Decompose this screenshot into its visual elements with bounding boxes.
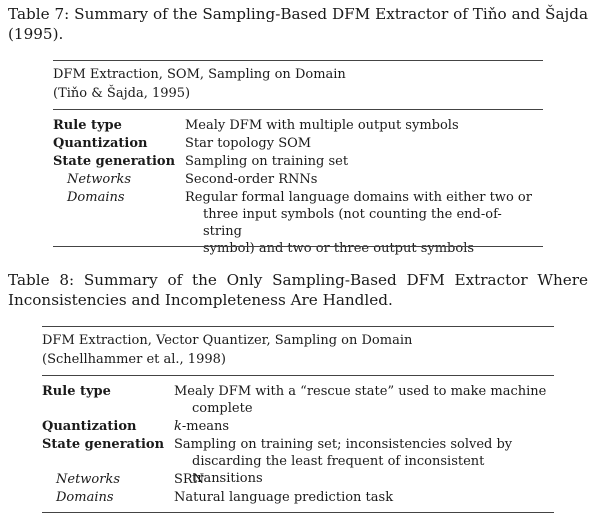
row-value: Star topology SOM (185, 136, 312, 151)
table8-header-citation: (Schellhammer et al., 1998) (42, 352, 226, 367)
table7-header-title: DFM Extraction, SOM, Sampling on Domain (53, 67, 346, 82)
row-value-rest: -means (181, 419, 230, 434)
row-value: Regular formal language domains with eit… (185, 189, 540, 257)
table8-mid-rule (42, 375, 554, 376)
row-value: Mealy DFM with a “rescue state” used to … (174, 383, 552, 417)
table7: DFM Extraction, SOM, Sampling on Domain … (53, 60, 543, 256)
table8-bottom-rule (42, 512, 554, 513)
row-label: State generation (42, 437, 165, 452)
row-value-line: Sampling on training set; inconsistencie… (174, 437, 513, 452)
table8-header-title: DFM Extraction, Vector Quantizer, Sampli… (42, 333, 413, 348)
table8: DFM Extraction, Vector Quantizer, Sampli… (42, 326, 554, 516)
row-value: SRN (174, 472, 205, 487)
row-value: Mealy DFM with multiple output symbols (185, 118, 459, 133)
row-value: Natural language prediction task (174, 490, 394, 505)
row-value-line: Mealy DFM with a “rescue state” used to … (174, 384, 547, 399)
table7-caption: Table 7: Summary of the Sampling-Based D… (8, 5, 588, 43)
table7-mid-rule (53, 109, 543, 110)
row-value: k-means (174, 418, 229, 435)
row-value: Second-order RNNs (185, 172, 318, 187)
row-label: Domains (67, 190, 125, 205)
row-label: Quantization (53, 136, 148, 151)
row-value-italic: k (174, 419, 182, 434)
row-label: Networks (67, 172, 132, 187)
table7-header-citation: (Tiňo & Šajda, 1995) (53, 86, 191, 101)
row-label: Domains (56, 490, 114, 505)
table8-caption: Table 8: Summary of the Only Sampling-Ba… (8, 271, 588, 309)
row-label: Networks (56, 472, 121, 487)
row-value: Sampling on training set; inconsistencie… (174, 436, 552, 487)
row-value-line: complete (192, 401, 253, 416)
row-value-line: Regular formal language domains with eit… (185, 190, 532, 205)
row-value: Sampling on training set (185, 154, 349, 169)
row-label: Rule type (53, 118, 122, 133)
row-label: Rule type (42, 384, 111, 399)
table7-bottom-rule (53, 246, 543, 247)
row-value-line: three input symbols (not counting the en… (203, 207, 502, 239)
table8-top-rule (42, 326, 554, 327)
row-value-line: symbol) and two or three output symbols (203, 241, 475, 256)
row-label: State generation (53, 154, 176, 169)
row-value-line: discarding the least frequent of inconsi… (192, 454, 485, 486)
table7-top-rule (53, 60, 543, 61)
row-label: Quantization (42, 419, 137, 434)
